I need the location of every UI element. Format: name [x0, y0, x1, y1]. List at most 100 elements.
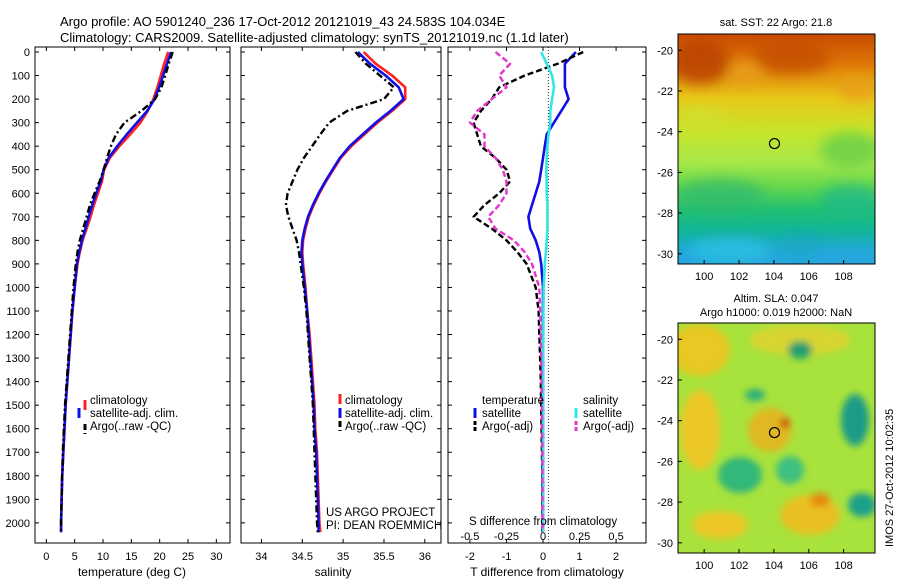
difference-x-ticks: -2 -1 0 1 2: [465, 47, 619, 563]
lat-tick-label: -30: [657, 249, 673, 261]
lat-tick-label: -30: [657, 538, 673, 550]
depth-tick-label: 1200: [6, 330, 30, 342]
temperature-series: [59, 51, 174, 533]
depth-tick-label: 1700: [6, 447, 30, 459]
sst-map-frame: [677, 33, 876, 265]
x-tick-label: 5: [72, 551, 78, 563]
lon-tick-label: 106: [800, 560, 818, 572]
x-tick-label: 30: [210, 551, 222, 563]
depth-tick-label: 100: [12, 71, 30, 83]
legend-label-temp-argo: Argo(-adj): [482, 421, 533, 433]
s-tick-label: 0.25: [569, 531, 590, 543]
legend-label-climatology: climatology: [90, 395, 148, 407]
lon-tick-label: 108: [834, 560, 852, 572]
legend-label-climatology: climatology: [345, 395, 403, 407]
depth-tick-label: 0: [24, 47, 30, 59]
s-tick-label: 0: [540, 531, 546, 543]
depth-tick-label: 1300: [6, 353, 30, 365]
argo-series-line: [284, 51, 395, 533]
lat-tick-label: -20: [657, 334, 673, 346]
sst-map-field: [678, 34, 875, 264]
t-difference-xlabel: T difference from climatology: [470, 565, 624, 579]
x-tick-label: -1: [502, 551, 512, 563]
x-tick-label: 1: [576, 551, 582, 563]
imos-credit: IMOS 27-Oct-2012 10:02:35: [884, 409, 896, 547]
argo-float-marker: [768, 426, 781, 439]
temperature-xlabel: temperature (deg C): [78, 565, 186, 579]
x-tick-label: 10: [97, 551, 109, 563]
depth-y-ticks: 0 100 200 300 400 500 600 700 800 900 1000 1100 1200…: [6, 47, 230, 530]
depth-tick-label: 600: [12, 188, 30, 200]
depth-tick-label: 700: [12, 212, 30, 224]
temperature-axes-frame: [34, 46, 231, 544]
difference-legend: temperature salinity satellite satellite…: [473, 395, 634, 433]
legend-label-satellite: satellite-adj. clim.: [345, 408, 433, 420]
sla-map-ticks: 100 102 104 106 108 -20 -22 -24 -26 -28 -30: [657, 334, 853, 572]
depth-tick-label: 900: [12, 259, 30, 271]
lat-tick-label: -26: [657, 167, 673, 179]
difference-series: [468, 50, 584, 533]
project-label: US ARGO PROJECT: [326, 507, 435, 519]
lat-tick-label: -24: [657, 416, 673, 428]
salinity-x-ticks: 34 34.5 35 35.5 36: [255, 47, 431, 563]
sst-map: sat. SST: 22 Argo: 21.8 100 102 104 106 108 -…: [657, 17, 876, 283]
x-tick-label: 0: [43, 551, 49, 563]
sla-map-frame: [677, 322, 876, 554]
x-tick-label: 35: [337, 551, 349, 563]
depth-tick-label: 1400: [6, 377, 30, 389]
lon-tick-label: 104: [765, 560, 783, 572]
lon-tick-label: 102: [730, 271, 748, 283]
temperature-legend: climatology satellite-adj. clim. Argo(..…: [77, 395, 178, 434]
legend-label-temp-satellite: satellite: [482, 408, 521, 420]
depth-tick-label: 1800: [6, 471, 30, 483]
depth-tick-label: 1100: [6, 306, 30, 318]
satellite-adj-clim-series-line: [59, 51, 173, 533]
x-tick-label: 34: [255, 551, 267, 563]
legend-label-sal-argo: Argo(-adj): [583, 421, 634, 433]
argo-float-marker: [768, 137, 781, 150]
depth-tick-label: 1600: [6, 424, 30, 436]
salinity-panel: 34 34.5 35 35.5 36 salinity climatology sate…: [240, 46, 442, 579]
lat-tick-label: -28: [657, 497, 673, 509]
x-tick-label: 15: [125, 551, 137, 563]
lon-tick-label: 108: [834, 271, 852, 283]
lon-tick-label: 104: [765, 271, 783, 283]
lat-tick-label: -22: [657, 86, 673, 98]
x-tick-label: 34.5: [292, 551, 313, 563]
salinity-difference-ticks: -0.5 -0.25 0 0.25 0.5: [460, 531, 623, 543]
lon-tick-label: 100: [695, 560, 713, 572]
sst-map-ticks: 100 102 104 106 108 -20 -22 -24 -26 -28 -30: [657, 45, 853, 283]
s-tick-label: 0.5: [608, 531, 623, 543]
lon-tick-label: 100: [695, 271, 713, 283]
x-tick-label: 36: [419, 551, 431, 563]
x-tick-label: 0: [540, 551, 546, 563]
difference-panel: -2 -1 0 1 2 -0.5 -0.25 0 0.25 0.5 S difference f…: [447, 46, 647, 579]
temperature-x-ticks: 0 5 10 15 20 25 30: [43, 47, 222, 563]
depth-tick-label: 300: [12, 118, 30, 130]
difference-axes-frame: [447, 46, 647, 544]
depth-tick-label: 200: [12, 94, 30, 106]
legend-label-argo: Argo(..raw -QC): [90, 421, 171, 433]
depth-tick-label: 500: [12, 165, 30, 177]
s-tick-label: -0.5: [460, 531, 479, 543]
x-tick-label: 20: [154, 551, 166, 563]
depth-tick-label: 1000: [6, 282, 30, 294]
depth-tick-label: 2000: [6, 518, 30, 530]
legend-heading-temperature: temperature: [482, 395, 544, 407]
satellite-adj-clim-series-line: [300, 51, 405, 533]
depth-tick-label: 400: [12, 141, 30, 153]
depth-tick-label: 1500: [6, 400, 30, 412]
lat-tick-label: -24: [657, 127, 673, 139]
s-difference-label: S difference from climatology: [469, 516, 617, 528]
depth-tick-label: 800: [12, 235, 30, 247]
x-tick-label: 25: [182, 551, 194, 563]
lat-tick-label: -20: [657, 45, 673, 57]
legend-label-satellite: satellite-adj. clim.: [90, 408, 178, 420]
sal-argo-diff-line: [468, 51, 544, 533]
x-tick-label: -2: [465, 551, 475, 563]
salinity-axes-frame: [240, 46, 442, 544]
sla-map-subtitle: Argo h1000: 0.019 h2000: NaN: [700, 307, 852, 319]
legend-label-argo: Argo(..raw -QC): [345, 421, 426, 433]
depth-tick-label: 1900: [6, 494, 30, 506]
